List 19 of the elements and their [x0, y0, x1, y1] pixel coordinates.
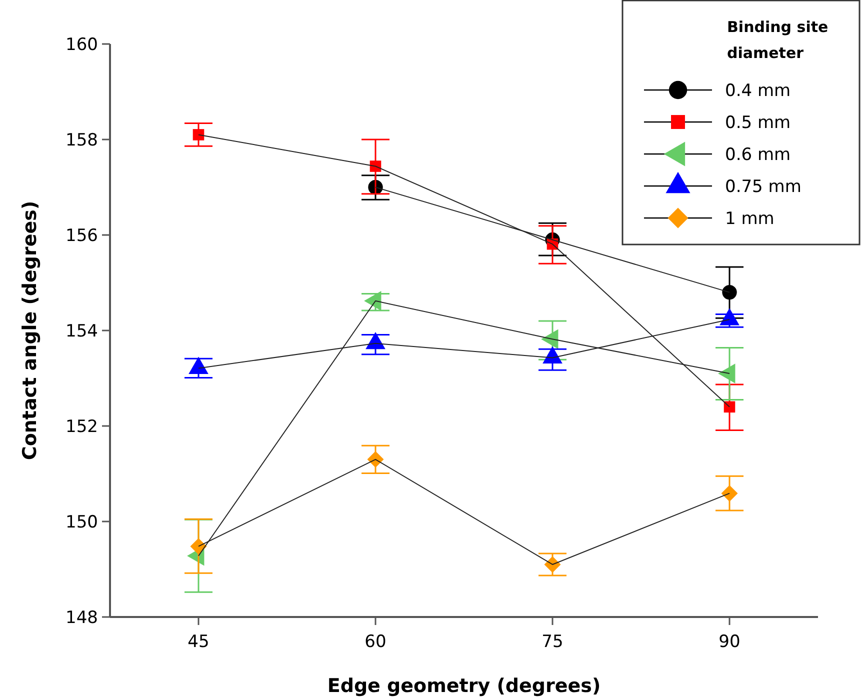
y-tick-label: 150 — [66, 512, 98, 532]
x-tick-label: 45 — [188, 632, 210, 652]
legend-label: 0.4 mm — [725, 80, 791, 101]
legend-label: 0.5 mm — [725, 112, 791, 133]
legend-title: Binding site diameter — [727, 18, 828, 62]
y-tick-label: 158 — [66, 130, 98, 150]
y-axis-title: Contact angle (degrees) — [19, 200, 41, 460]
legend-label: 0.75 mm — [725, 176, 802, 197]
y-tick-label: 148 — [66, 608, 98, 628]
x-tick-label: 90 — [718, 632, 740, 652]
x-axis-title: Edge geometry (degrees) — [327, 675, 601, 697]
x-tick-label: 75 — [542, 632, 564, 652]
y-tick-label: 154 — [66, 321, 98, 342]
x-tick-label: 60 — [364, 632, 386, 652]
y-tick-label: 156 — [66, 226, 98, 246]
y-tick-label: 152 — [66, 416, 98, 437]
legend-label: 1 mm — [725, 208, 774, 229]
legend-label: 0.6 mm — [725, 144, 791, 165]
y-tick-label: 160 — [66, 34, 98, 55]
